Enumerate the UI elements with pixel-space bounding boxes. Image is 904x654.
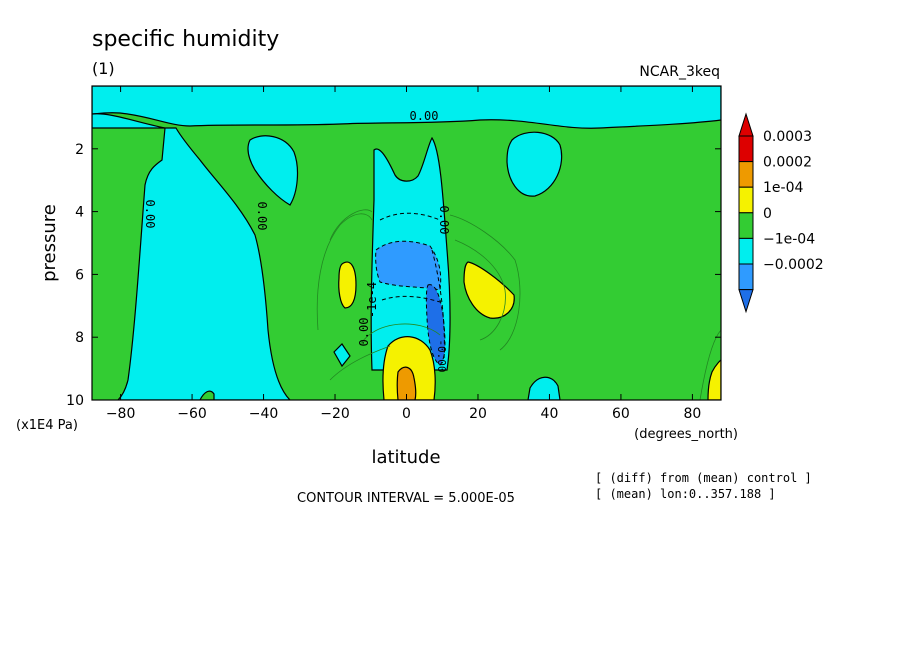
colorbar-label: −0.0002 xyxy=(763,257,824,273)
contour-label: 0.00 xyxy=(255,202,269,231)
contour-fields xyxy=(92,86,721,400)
field-yellow-2 xyxy=(463,261,515,319)
y-tick-label: 6 xyxy=(75,267,84,283)
x-tick-label: 80 xyxy=(683,406,701,422)
x-tick-label: 60 xyxy=(612,406,630,422)
x-tick-label: 0 xyxy=(402,406,411,422)
field-cyan-island-1 xyxy=(247,135,299,206)
contour-dashed-1 xyxy=(379,212,441,221)
field-yellow-right-edge xyxy=(707,359,721,400)
colorbar: 0.0003 0.0002 1e-04 0 −1e-04 −0.0002 xyxy=(738,112,824,314)
colorbar-label: 0.0003 xyxy=(763,129,812,145)
chart-title: specific humidity xyxy=(92,27,279,52)
contour-dashed-3 xyxy=(431,249,445,361)
y-tick-label: 4 xyxy=(75,205,84,221)
x-axis-label: latitude xyxy=(371,447,440,468)
field-darkblue-core xyxy=(425,284,446,366)
chart-subtitle: (1) xyxy=(92,59,115,78)
colorbar-top-triangle xyxy=(738,112,754,137)
contour-label: 0.00 xyxy=(143,200,157,229)
x-tick-label: 40 xyxy=(541,406,559,422)
contour-label: 0.00 xyxy=(410,109,439,123)
contour-label: 0.00 xyxy=(437,206,451,235)
field-cyan-island-2 xyxy=(506,131,563,197)
field-orange-core xyxy=(396,366,417,400)
colorbar-swatch xyxy=(738,263,754,291)
y-tick-label: 10 xyxy=(66,393,84,409)
y-axis: 2 4 6 8 10 xyxy=(66,142,721,409)
colorbar-swatch xyxy=(738,237,754,265)
x-axis: −80 −60 −40 −20 0 20 40 60 80 xyxy=(106,86,701,422)
colorbar-label: 1e-04 xyxy=(763,180,803,196)
x-tick-label: 20 xyxy=(469,406,487,422)
colorbar-swatch xyxy=(738,186,754,214)
colorbar-label: −1e-04 xyxy=(763,231,815,247)
y-tick-label: 8 xyxy=(75,330,84,346)
x-tick-label: −20 xyxy=(320,406,350,422)
contour-positive-lines xyxy=(316,209,721,400)
colorbar-label: 0.0002 xyxy=(763,155,812,171)
field-cyan-bottom-1 xyxy=(333,343,351,368)
field-blue-center xyxy=(375,240,442,291)
y-units-label: (x1E4 Pa) xyxy=(16,418,78,433)
contour-label: -0.00 xyxy=(435,339,448,372)
colorbar-swatch xyxy=(738,161,754,188)
x-units-label: (degrees_north) xyxy=(634,427,738,442)
field-yellow-1 xyxy=(338,261,357,309)
dataset-label: NCAR_3keq xyxy=(639,64,720,80)
colorbar-swatch xyxy=(738,212,754,239)
note-line-1: [ (diff) from (mean) control ] xyxy=(595,471,812,485)
contour-interval: CONTOUR INTERVAL = 5.000E-05 xyxy=(297,491,515,506)
note-line-2: [ (mean) lon:0..357.188 ] xyxy=(595,487,776,501)
colorbar-swatch xyxy=(738,135,754,163)
x-tick-label: −40 xyxy=(249,406,279,422)
contour-labels: 0.00 0.00 0.00 0.00 0.00 -1e-4 -0.00 xyxy=(143,109,451,373)
y-tick-label: 2 xyxy=(75,142,84,158)
field-green-left-foot xyxy=(199,390,215,400)
contour-dashed-2 xyxy=(381,295,441,303)
colorbar-label: 0 xyxy=(763,206,772,222)
colorbar-bottom-triangle xyxy=(738,289,754,314)
contour-label: 0.00 xyxy=(357,318,371,347)
y-axis-label: pressure xyxy=(39,204,60,282)
x-tick-label: −60 xyxy=(177,406,207,422)
field-cyan-left xyxy=(92,113,291,400)
x-tick-label: −80 xyxy=(106,406,136,422)
contour-label: -1e-4 xyxy=(365,282,379,318)
field-cyan-top xyxy=(92,86,721,129)
field-cyan-bottom-2 xyxy=(527,376,561,400)
